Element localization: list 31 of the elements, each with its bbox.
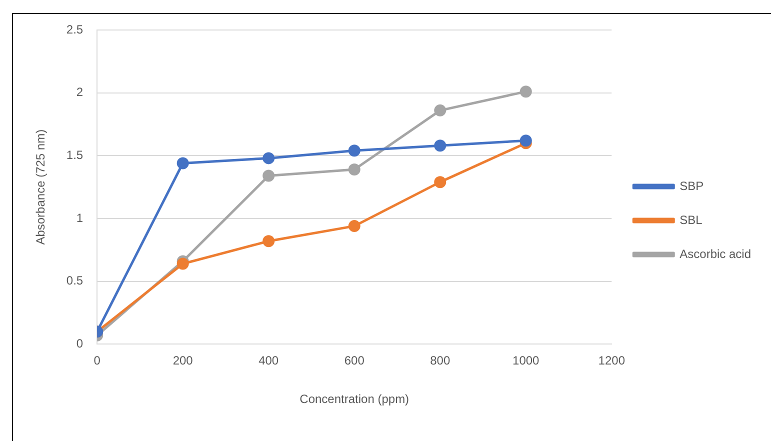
point [348,164,360,176]
y-tick-label: 1.5 [66,148,84,162]
point [262,152,275,164]
y-tick-label: 2.5 [66,22,84,36]
x-tick-label: 1200 [598,354,626,368]
point [434,140,446,152]
x-tick-label: 800 [430,354,450,368]
x-tick-label: 1000 [512,354,540,368]
point [176,157,189,170]
point [520,86,532,98]
legend-label: Ascorbic acid [680,246,752,261]
y-tick-label: 0.5 [66,274,84,288]
x-tick-label: 600 [344,354,365,368]
point [520,134,532,147]
x-tick-label: 400 [258,354,279,368]
legend-label: SBL [680,212,703,227]
point [262,235,275,248]
x-tick-label: 0 [94,354,101,368]
point [262,170,275,182]
point [348,144,360,157]
y-tick-label: 1 [76,210,84,225]
x-tick-label: 200 [172,354,194,368]
point [176,258,189,270]
y-tick-label: 2 [76,85,84,100]
y-axis-title: Absorbance (725 nm) [34,129,48,245]
point [434,176,446,188]
x-axis-title: Concentration (ppm) [300,392,410,406]
y-tick-label: 0 [76,336,84,351]
legend-label: SBP [680,178,704,193]
point [348,220,360,232]
point [434,104,446,116]
